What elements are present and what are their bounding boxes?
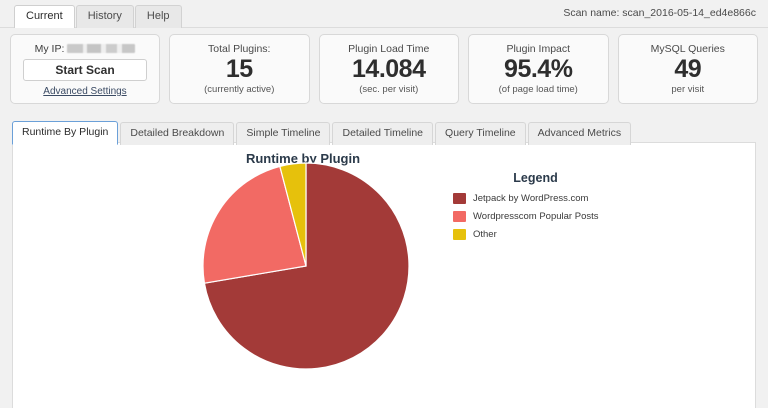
advanced-settings-link[interactable]: Advanced Settings — [43, 86, 127, 97]
stat-card-mysql-queries: MySQL Queries 49 per visit — [617, 34, 758, 104]
stat-value: 14.084 — [352, 55, 426, 83]
top-bar: Current History Help Scan name: scan_201… — [0, 0, 768, 28]
tab-runtime-by-plugin[interactable]: Runtime By Plugin — [12, 121, 119, 145]
stat-subtext: per visit — [671, 84, 705, 95]
legend-item[interactable]: Jetpack by WordPress.com — [453, 193, 683, 204]
pie-slice[interactable] — [279, 162, 307, 267]
my-ip-row: My IP: — [11, 42, 159, 55]
stat-subtext: (sec. per visit) — [359, 84, 419, 95]
my-ip-label: My IP: — [34, 42, 65, 55]
tab-simple-timeline[interactable]: Simple Timeline — [236, 122, 331, 145]
start-scan-button[interactable]: Start Scan — [23, 59, 147, 81]
tab-history[interactable]: History — [75, 5, 134, 28]
tab-advanced-metrics[interactable]: Advanced Metrics — [527, 122, 632, 145]
pie-chart-svg — [202, 162, 410, 370]
legend-item[interactable]: Other — [453, 229, 683, 240]
pie-slice[interactable] — [202, 165, 307, 284]
chart-title: Runtime by Plugin — [245, 151, 361, 166]
stat-subtext: (of page load time) — [498, 84, 578, 95]
stat-card-plugin-load-time: Plugin Load Time 14.084 (sec. per visit) — [318, 34, 459, 104]
legend-swatch — [453, 211, 466, 222]
legend-title: Legend — [513, 171, 558, 185]
tab-help[interactable]: Help — [134, 5, 182, 28]
stat-subtext: (currently active) — [204, 84, 275, 95]
my-ip-redacted-value — [67, 44, 136, 53]
legend-item-list: Jetpack by WordPress.com Wordpresscom Pop… — [453, 193, 683, 240]
stat-label: MySQL Queries — [650, 43, 725, 55]
legend-swatch — [453, 193, 466, 204]
stat-label: Plugin Impact — [506, 43, 571, 55]
tab-current[interactable]: Current — [14, 5, 75, 28]
stat-value: 49 — [674, 55, 702, 83]
scan-name-label: Scan name: scan_2016-05-14_ed4e866c — [563, 7, 756, 19]
legend-swatch — [453, 229, 466, 240]
legend-label: Wordpresscom Popular Posts — [473, 211, 599, 222]
legend-item[interactable]: Wordpresscom Popular Posts — [453, 211, 683, 222]
stat-value: 95.4% — [504, 55, 573, 83]
chart-panel: Runtime by Plugin Legend Jetpack by Word… — [12, 142, 756, 408]
legend-label: Jetpack by WordPress.com — [473, 193, 589, 204]
stat-value: 15 — [225, 55, 253, 83]
tab-detailed-timeline[interactable]: Detailed Timeline — [332, 122, 434, 145]
legend-label: Other — [473, 229, 497, 240]
tab-query-timeline[interactable]: Query Timeline — [435, 122, 526, 145]
tab-detailed-breakdown[interactable]: Detailed Breakdown — [120, 122, 235, 145]
chart-tab-list: Runtime By Plugin Detailed Breakdown Sim… — [12, 121, 632, 145]
stat-card-plugin-impact: Plugin Impact 95.4% (of page load time) — [468, 34, 609, 104]
scan-control-card: My IP: Start Scan Advanced Settings — [10, 34, 160, 104]
summary-row: My IP: Start Scan Advanced Settings Tota… — [0, 28, 768, 114]
top-tab-list: Current History Help — [14, 5, 182, 28]
pie-chart — [201, 161, 411, 371]
stat-card-total-plugins: Total Plugins: 15 (currently active) — [169, 34, 310, 104]
chart-legend: Legend Jetpack by WordPress.com Wordpress… — [453, 171, 683, 247]
stat-label: Plugin Load Time — [348, 43, 430, 55]
stat-label: Total Plugins: — [208, 43, 271, 55]
pie-slice[interactable] — [203, 162, 410, 370]
